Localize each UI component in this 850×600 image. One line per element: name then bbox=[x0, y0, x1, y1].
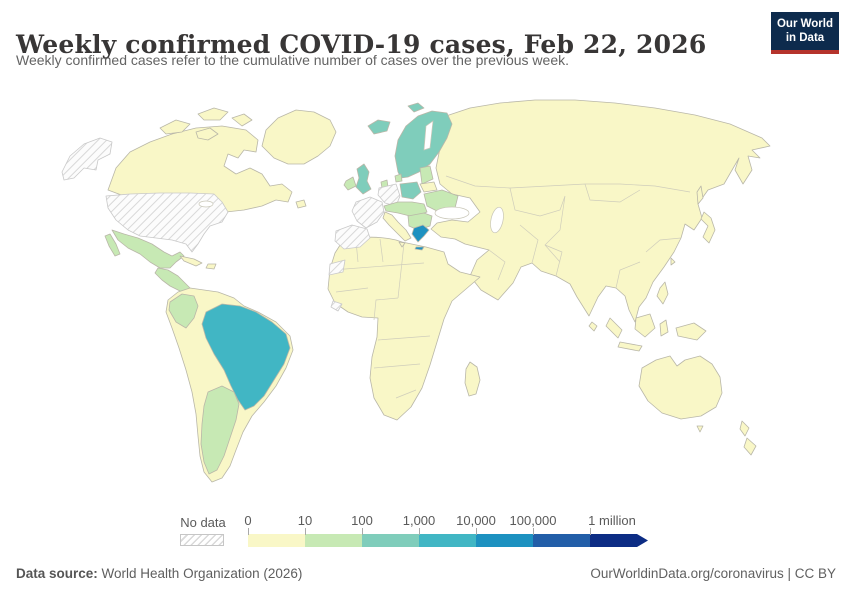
legend-tick-mark bbox=[590, 528, 591, 535]
region-central-europe[interactable] bbox=[383, 201, 428, 218]
region-united-states[interactable] bbox=[105, 192, 229, 253]
region-mexico[interactable] bbox=[104, 229, 185, 269]
region-australia[interactable] bbox=[638, 355, 723, 420]
region-svalbard[interactable] bbox=[407, 102, 425, 113]
region-japan[interactable] bbox=[700, 211, 716, 244]
region-argentina[interactable] bbox=[200, 385, 240, 475]
legend-tick-mark bbox=[362, 528, 363, 535]
region-java[interactable] bbox=[617, 341, 643, 352]
region-belarus[interactable] bbox=[419, 181, 438, 193]
region-crete[interactable] bbox=[414, 246, 425, 251]
region-united-kingdom[interactable] bbox=[355, 163, 372, 195]
legend-tick-label: 10,000 bbox=[456, 513, 496, 528]
data-source-label: Data source: bbox=[16, 566, 98, 581]
owid-logo[interactable]: Our World in Data bbox=[771, 12, 839, 54]
region-africa[interactable] bbox=[327, 236, 481, 421]
region-sakhalin[interactable] bbox=[696, 185, 704, 205]
legend-tick-label: 100,000 bbox=[509, 513, 557, 528]
region-sulawesi[interactable] bbox=[659, 319, 669, 337]
region-new-zealand-north[interactable] bbox=[739, 420, 750, 437]
legend-tick-mark bbox=[533, 528, 534, 535]
legend-segment-6[interactable] bbox=[590, 534, 648, 547]
legend-segment-3[interactable] bbox=[419, 534, 476, 547]
gulf-of-bothnia bbox=[423, 120, 434, 151]
africa-country-borders bbox=[331, 238, 431, 399]
footer: Data source: World Health Organization (… bbox=[16, 566, 836, 581]
owid-link[interactable]: OurWorldinData.org/coronavirus bbox=[590, 566, 784, 581]
legend-segment-4[interactable] bbox=[476, 534, 533, 547]
region-western-sahara[interactable] bbox=[328, 259, 346, 276]
legend-tick-label: 0 bbox=[244, 513, 252, 528]
great-lakes bbox=[198, 200, 214, 208]
region-denmark[interactable] bbox=[394, 173, 403, 183]
legend-tick-label: 1 million bbox=[588, 513, 636, 528]
legend-tick-label: 10 bbox=[297, 513, 313, 528]
region-ireland[interactable] bbox=[343, 176, 357, 191]
region-spain-portugal[interactable] bbox=[334, 224, 371, 250]
region-new-guinea[interactable] bbox=[675, 322, 707, 341]
region-sicily[interactable] bbox=[398, 241, 406, 248]
page-subtitle: Weekly confirmed cases refer to the cumu… bbox=[16, 52, 569, 68]
region-sierra-leone[interactable] bbox=[330, 300, 343, 312]
caspian-sea bbox=[490, 206, 504, 234]
asia-country-borders bbox=[445, 175, 691, 289]
region-balkans[interactable] bbox=[407, 212, 433, 231]
legend-segment-2[interactable] bbox=[362, 534, 419, 547]
region-madagascar[interactable] bbox=[464, 361, 481, 397]
page-title: Weekly confirmed COVID-19 cases, Feb 22,… bbox=[16, 29, 707, 59]
license-label[interactable]: CC BY bbox=[794, 566, 836, 581]
owid-logo-line2: in Data bbox=[785, 32, 825, 45]
legend-segment-1[interactable] bbox=[305, 534, 362, 547]
legend-tick-mark bbox=[248, 528, 249, 535]
region-italy[interactable] bbox=[382, 211, 412, 242]
legend-segment-5[interactable] bbox=[533, 534, 590, 547]
legend-segment-0[interactable] bbox=[248, 534, 305, 547]
legend-tick-label: 100 bbox=[351, 513, 373, 528]
footer-right: OurWorldinData.org/coronavirus | CC BY bbox=[590, 566, 836, 581]
region-newfoundland[interactable] bbox=[295, 199, 307, 209]
legend-tick-mark bbox=[419, 528, 420, 535]
region-brazil[interactable] bbox=[201, 303, 291, 411]
region-greenland[interactable] bbox=[261, 109, 337, 165]
legend-color-bar[interactable] bbox=[248, 534, 648, 547]
legend-tick-label: 1,000 bbox=[402, 513, 436, 528]
region-alaska[interactable] bbox=[61, 137, 113, 181]
region-iceland[interactable] bbox=[367, 119, 391, 135]
region-canadian-arctic[interactable] bbox=[159, 107, 253, 141]
region-philippines[interactable] bbox=[656, 281, 669, 305]
region-hispaniola[interactable] bbox=[205, 263, 217, 270]
region-sumatra[interactable] bbox=[605, 317, 623, 339]
region-taiwan[interactable] bbox=[670, 257, 676, 266]
footer-separator: | bbox=[783, 566, 795, 581]
black-sea bbox=[434, 206, 470, 220]
region-new-zealand-south[interactable] bbox=[743, 437, 757, 456]
region-france[interactable] bbox=[351, 196, 385, 229]
region-cuba[interactable] bbox=[179, 255, 203, 267]
region-sri-lanka[interactable] bbox=[588, 321, 598, 332]
region-baltics[interactable] bbox=[419, 165, 434, 185]
no-data-label: No data bbox=[180, 515, 226, 530]
data-source-text: World Health Organization (2026) bbox=[97, 566, 303, 581]
region-tasmania[interactable] bbox=[696, 425, 704, 433]
region-poland[interactable] bbox=[399, 181, 422, 200]
legend-tick-mark bbox=[305, 528, 306, 535]
region-colombia[interactable] bbox=[168, 293, 199, 329]
region-scandinavia[interactable] bbox=[394, 110, 453, 179]
no-data-swatch[interactable] bbox=[180, 534, 224, 546]
owid-logo-line1: Our World bbox=[776, 18, 833, 30]
region-greece[interactable] bbox=[411, 224, 430, 243]
region-asia[interactable] bbox=[430, 99, 771, 323]
region-borneo[interactable] bbox=[634, 313, 656, 338]
legend-tick-mark bbox=[476, 528, 477, 535]
